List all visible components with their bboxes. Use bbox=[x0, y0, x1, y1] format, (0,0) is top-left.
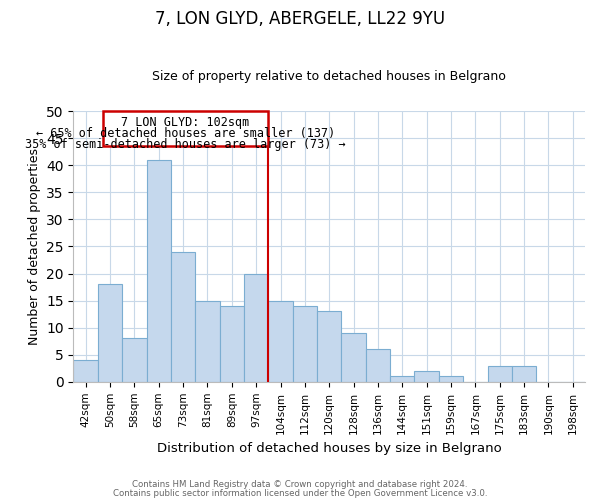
Bar bbox=[415, 371, 439, 382]
Bar bbox=[244, 274, 268, 382]
Bar bbox=[122, 338, 146, 382]
Bar bbox=[73, 360, 98, 382]
Text: Contains public sector information licensed under the Open Government Licence v3: Contains public sector information licen… bbox=[113, 490, 487, 498]
Bar bbox=[390, 376, 415, 382]
Bar bbox=[171, 252, 195, 382]
Text: ← 65% of detached houses are smaller (137): ← 65% of detached houses are smaller (13… bbox=[36, 128, 335, 140]
Bar bbox=[439, 376, 463, 382]
FancyBboxPatch shape bbox=[103, 111, 268, 146]
Text: 35% of semi-detached houses are larger (73) →: 35% of semi-detached houses are larger (… bbox=[25, 138, 346, 151]
Bar bbox=[98, 284, 122, 382]
Title: Size of property relative to detached houses in Belgrano: Size of property relative to detached ho… bbox=[152, 70, 506, 84]
Bar bbox=[268, 300, 293, 382]
Bar bbox=[293, 306, 317, 382]
Bar bbox=[317, 312, 341, 382]
Bar bbox=[195, 300, 220, 382]
Bar bbox=[146, 160, 171, 382]
Bar bbox=[512, 366, 536, 382]
Bar bbox=[220, 306, 244, 382]
Bar bbox=[341, 333, 366, 382]
Text: 7, LON GLYD, ABERGELE, LL22 9YU: 7, LON GLYD, ABERGELE, LL22 9YU bbox=[155, 10, 445, 28]
Text: 7 LON GLYD: 102sqm: 7 LON GLYD: 102sqm bbox=[121, 116, 250, 130]
X-axis label: Distribution of detached houses by size in Belgrano: Distribution of detached houses by size … bbox=[157, 442, 502, 455]
Bar bbox=[488, 366, 512, 382]
Text: Contains HM Land Registry data © Crown copyright and database right 2024.: Contains HM Land Registry data © Crown c… bbox=[132, 480, 468, 489]
Y-axis label: Number of detached properties: Number of detached properties bbox=[28, 148, 41, 345]
Bar bbox=[366, 350, 390, 382]
